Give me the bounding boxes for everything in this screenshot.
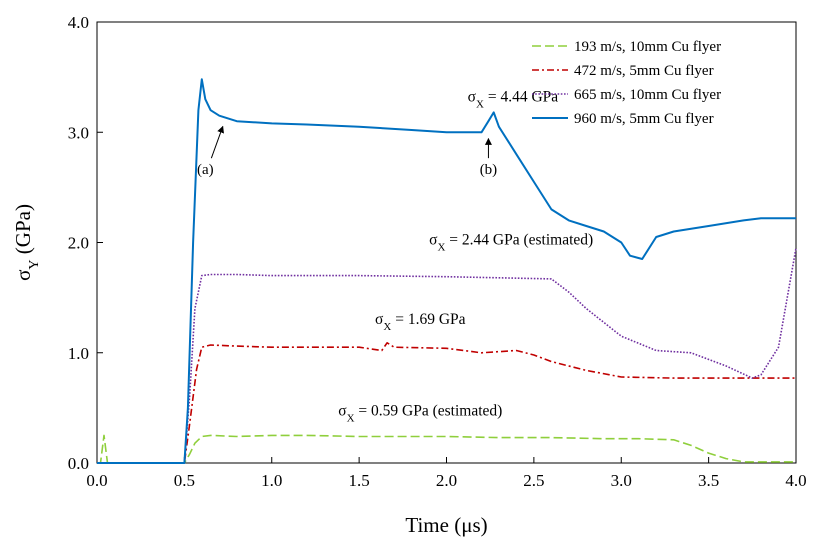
x-tick-label: 0.0 bbox=[86, 471, 107, 490]
sigma-x-annotation: σX = 2.44 GPa (estimated) bbox=[429, 232, 593, 254]
sigma-x-annotation: σX = 0.59 GPa (estimated) bbox=[338, 403, 502, 425]
y-tick-label: 4.0 bbox=[68, 13, 89, 32]
series-line-3 bbox=[97, 247, 797, 464]
legend-label: 960 m/s, 5mm Cu flyer bbox=[574, 111, 714, 127]
annotations: σX = 4.44 GPa σX = 2.44 GPa (estimated) σX… bbox=[197, 88, 593, 424]
x-tick-label: 1.0 bbox=[261, 471, 282, 490]
x-tick-label: 3.5 bbox=[698, 471, 719, 490]
x-tick-label: 4.0 bbox=[785, 471, 806, 490]
point-label: (b) bbox=[480, 162, 498, 178]
legend-label: 472 m/s, 5mm Cu flyer bbox=[574, 63, 714, 79]
y-tick-label: 1.0 bbox=[68, 344, 89, 363]
x-tick-label: 2.0 bbox=[436, 471, 457, 490]
sigma-x-annotation: σX = 4.44 GPa bbox=[468, 88, 559, 110]
point-label: (a) bbox=[197, 162, 214, 178]
series-line-4 bbox=[97, 78, 796, 464]
plot-area: 0.0 0.5 1.0 1.5 2.0 2.5 3.0 3.5 4.0 0.0 1.0 2.0 3.0 4… bbox=[68, 13, 807, 490]
pointer-arrow bbox=[210, 125, 224, 159]
x-tick-label: 0.5 bbox=[174, 471, 195, 490]
axis-labels: Time (μs) σY (GPa) bbox=[11, 204, 488, 537]
series-layer bbox=[97, 78, 797, 464]
y-tick-label: 2.0 bbox=[68, 234, 89, 253]
legend-label: 665 m/s, 10mm Cu flyer bbox=[574, 87, 721, 103]
x-tick-label: 1.5 bbox=[349, 471, 370, 490]
legend: 193 m/s, 10mm Cu flyer 472 m/s, 5mm Cu fl… bbox=[532, 39, 721, 127]
y-tick-label: 0.0 bbox=[68, 454, 89, 473]
legend-label: 193 m/s, 10mm Cu flyer bbox=[574, 39, 721, 55]
y-tick-label: 3.0 bbox=[68, 123, 89, 142]
sigma-x-annotation: σX = 1.69 GPa bbox=[375, 311, 466, 333]
series-line-2 bbox=[97, 341, 796, 464]
x-axis-label: Time (μs) bbox=[405, 513, 487, 537]
y-axis-label: σY (GPa) bbox=[11, 204, 42, 281]
x-tick-label: 2.5 bbox=[523, 471, 544, 490]
x-tick-label: 3.0 bbox=[611, 471, 632, 490]
